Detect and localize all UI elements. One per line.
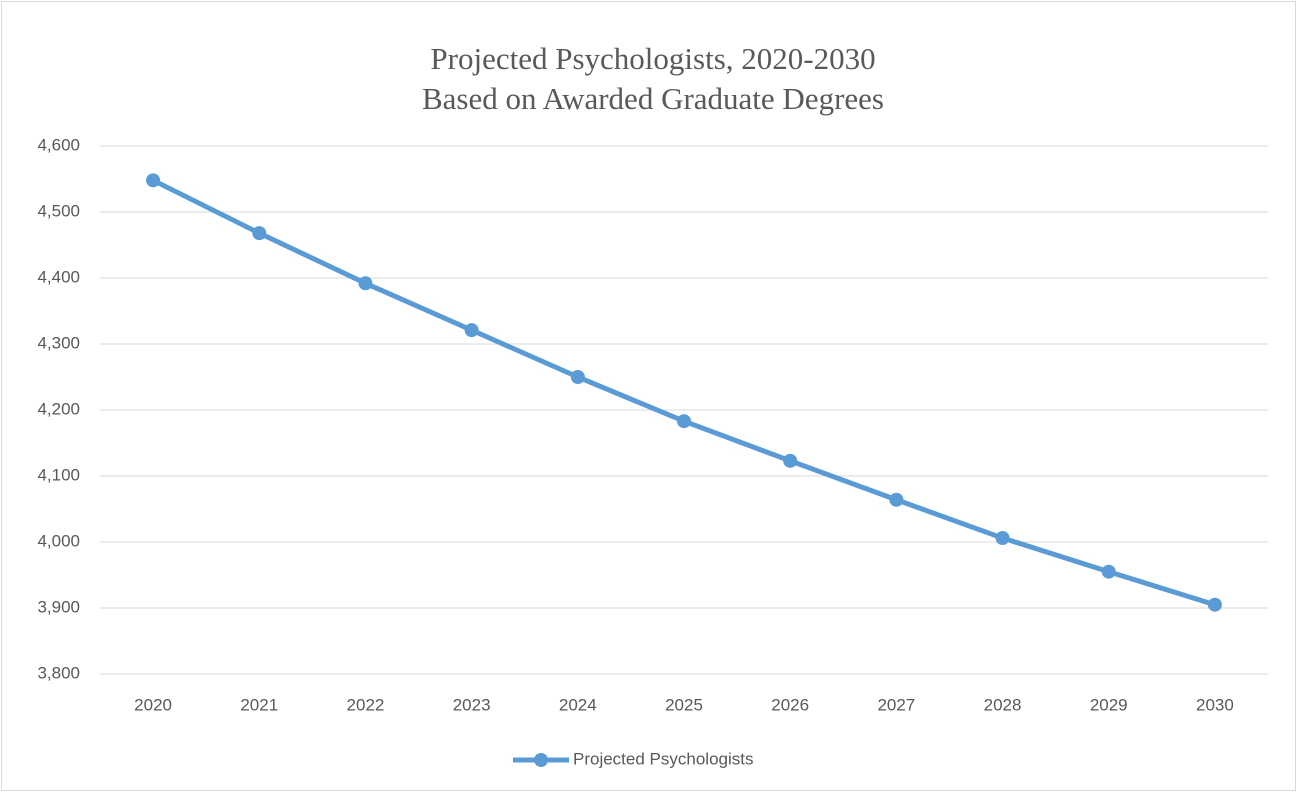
chart-title: Projected Psychologists, 2020-2030	[430, 41, 875, 76]
x-tick-label: 2025	[665, 695, 703, 714]
y-tick-label: 4,600	[37, 135, 80, 154]
data-point	[146, 173, 161, 188]
x-tick-label: 2020	[134, 695, 172, 714]
x-tick-label: 2022	[347, 695, 385, 714]
y-tick-label: 4,200	[37, 399, 80, 418]
x-tick-label: 2021	[240, 695, 278, 714]
y-tick-label: 4,400	[37, 267, 80, 286]
data-point	[570, 370, 585, 384]
y-tick-label: 3,900	[37, 597, 80, 616]
y-tick-label: 4,500	[37, 201, 80, 220]
data-point	[889, 492, 904, 507]
y-tick-label: 4,300	[37, 333, 80, 352]
data-point	[677, 414, 691, 429]
data-point	[995, 531, 1010, 546]
legend-label: Projected Psychologists	[573, 749, 753, 768]
x-tick-label: 2029	[1090, 695, 1128, 714]
y-tick-label: 3,800	[37, 663, 80, 682]
data-point	[252, 226, 267, 241]
x-tick-label: 2027	[877, 695, 915, 714]
y-tick-label: 4,000	[37, 531, 80, 550]
x-tick-label: 2023	[453, 695, 491, 714]
x-tick-label: 2024	[559, 695, 597, 714]
data-point	[1101, 564, 1116, 579]
data-point	[464, 323, 479, 338]
data-point	[783, 453, 798, 468]
x-tick-label: 2026	[771, 695, 809, 714]
y-tick-label: 4,100	[37, 465, 80, 484]
x-tick-label: 2030	[1196, 695, 1234, 714]
chart-subtitle: Based on Awarded Graduate Degrees	[422, 81, 884, 116]
data-point	[1207, 597, 1222, 612]
x-tick-label: 2028	[984, 695, 1022, 714]
legend-marker	[534, 753, 548, 767]
data-point	[358, 276, 373, 291]
